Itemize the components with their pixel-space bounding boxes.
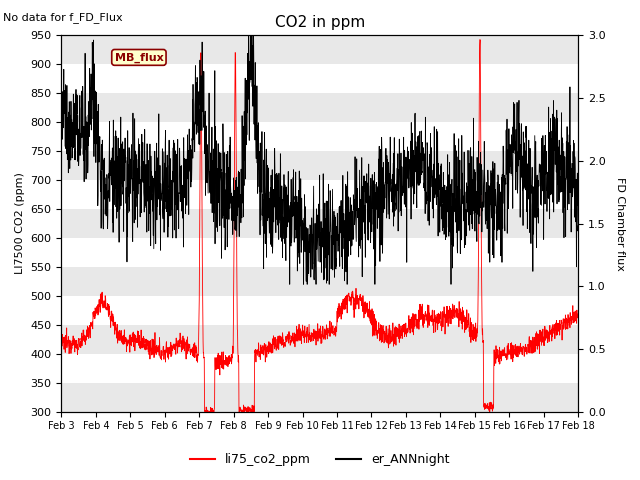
Bar — [61, 267, 578, 296]
Y-axis label: FD Chamber flux: FD Chamber flux — [615, 177, 625, 270]
Y-axis label: LI7500 CO2 (ppm): LI7500 CO2 (ppm) — [15, 173, 25, 275]
Legend: li75_co2_ppm, er_ANNnight: li75_co2_ppm, er_ANNnight — [186, 448, 454, 471]
Bar — [61, 93, 578, 122]
Text: No data for f_FD_Flux: No data for f_FD_Flux — [3, 12, 123, 23]
Bar — [61, 151, 578, 180]
Text: MB_flux: MB_flux — [115, 52, 163, 62]
Bar — [61, 383, 578, 412]
Bar — [61, 209, 578, 238]
Bar — [61, 325, 578, 354]
Bar — [61, 36, 578, 64]
Title: CO2 in ppm: CO2 in ppm — [275, 15, 365, 30]
